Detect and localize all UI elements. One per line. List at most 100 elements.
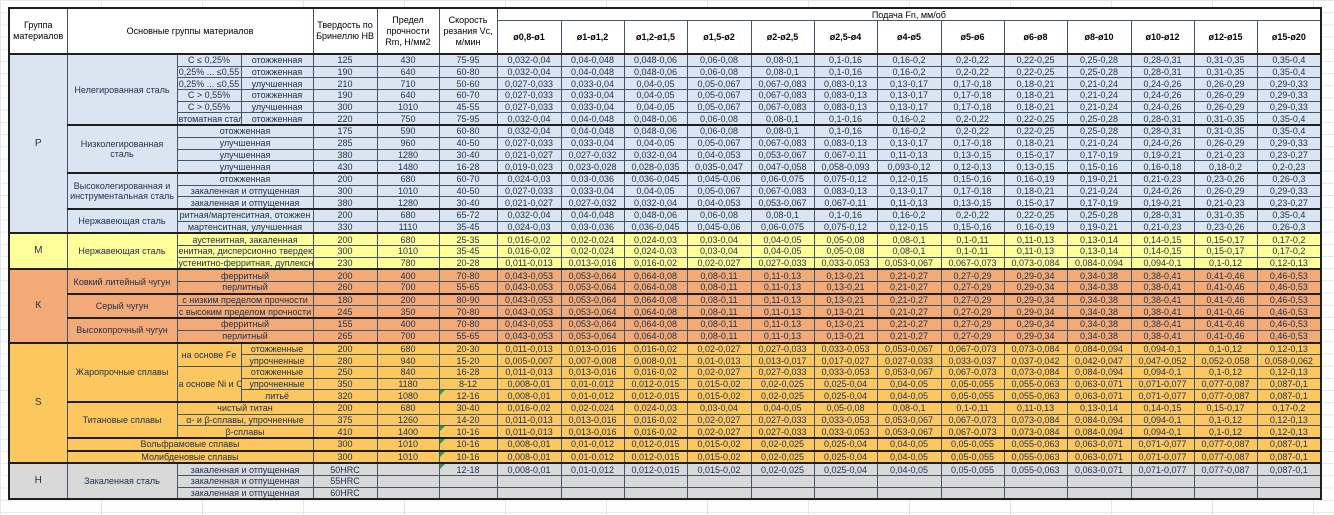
cell[interactable]: 60HRC [312,486,378,500]
feed-cell[interactable]: 0,06-0,08 [686,124,752,138]
cell[interactable]: 680 [376,400,440,415]
feed-cell[interactable]: 0,35-0,4 [1256,124,1322,138]
feed-cell[interactable]: 0,083-0,13 [813,136,878,150]
cell[interactable]: 200 [376,292,440,307]
feed-cell[interactable]: 0,053-0,064 [560,292,625,307]
cell[interactable]: 20-30 [438,341,498,356]
cell[interactable]: 1400 [376,425,440,439]
feed-cell[interactable]: 0,16-0,18 [1130,160,1195,174]
feed-cell[interactable]: 0,094-0,1 [1130,341,1195,356]
cell[interactable]: мартенситная, улучшенная [176,220,314,234]
feed-cell[interactable] [560,475,625,488]
feed-cell[interactable]: 0,053-0,067 [876,413,942,427]
feed-cell[interactable]: 0,064-0,08 [623,305,688,319]
feed-cell[interactable]: 0,1-0,12 [1193,413,1258,427]
feed-cell[interactable]: 0,032-0,04 [496,112,562,126]
feed-cell[interactable]: 0,016-0,02 [623,413,688,427]
feed-cell[interactable]: 0,46-0,53 [1256,281,1322,295]
feed-cell[interactable]: 0,11-0,13 [1003,400,1068,415]
feed-cell[interactable]: 0,12-0,13 [1256,365,1322,379]
feed-cell[interactable]: 0,048-0,06 [623,124,688,138]
feed-cell[interactable]: 0,12-0,13 [1256,341,1322,356]
feed-cell[interactable]: 0,21-0,24 [1066,184,1132,198]
feed-cell[interactable]: 0,13-0,17 [876,136,942,150]
feed-cell[interactable]: 0,071-0,077 [1130,377,1195,391]
feed-cell[interactable]: 0,027-0,033 [750,413,815,427]
feed-cell[interactable]: 0,021-0,027 [496,196,562,210]
feed-cell[interactable]: 0,03-0,04 [686,245,752,258]
feed-cell[interactable]: 0,1-0,16 [813,124,878,138]
feed-cell[interactable]: 0,043-0,053 [496,329,562,344]
cell[interactable]: C > 0,55% [176,100,242,114]
feed-cell[interactable]: 0,25-0,28 [1066,124,1132,138]
feed-cell[interactable]: 0,03-0,04 [686,232,752,247]
cell[interactable]: 320 [312,389,378,403]
feed-cell[interactable]: 0,067-0,073 [940,413,1005,427]
cell[interactable]: 80-90 [438,292,498,307]
feed-cell[interactable]: 0,048-0,06 [623,207,688,222]
cell[interactable]: 75-95 [438,53,498,67]
cell[interactable]: 55-65 [438,329,498,344]
feed-cell[interactable]: 0,13-0,15 [1003,160,1068,174]
feed-cell[interactable]: 0,02-0,027 [686,413,752,427]
feed-cell[interactable]: 0,055-0,063 [1003,437,1068,452]
feed-cell[interactable]: 0,02-0,025 [750,389,815,403]
feed-cell[interactable]: 0,033-0,04 [560,184,625,198]
feed-cell[interactable]: 0,033-0,04 [560,100,625,114]
feed-cell[interactable]: 0,46-0,53 [1256,317,1322,331]
feed-cell[interactable]: 0,08-0,1 [750,65,815,79]
cell[interactable]: α- и β-сплавы, упрочненные [176,413,314,427]
feed-cell[interactable]: 0,025-0,04 [813,462,878,477]
cell[interactable]: 300 [312,449,378,464]
feed-cell[interactable]: 0,055-0,063 [1003,449,1068,464]
feed-cell[interactable]: 0,02-0,025 [750,437,815,452]
cell[interactable]: 200 [312,171,378,186]
feed-cell[interactable]: 0,29-0,33 [1256,77,1322,91]
feed-cell[interactable]: 0,15-0,17 [1193,232,1258,247]
cell[interactable]: 200 [312,232,378,247]
feed-cell[interactable]: 0,46-0,53 [1256,268,1322,283]
feed-cell[interactable]: 0,016-0,02 [623,256,688,270]
feed-cell[interactable]: 0,087-0,1 [1256,437,1322,452]
feed-cell[interactable]: 0,13-0,15 [940,196,1005,210]
cell[interactable]: 700 [376,329,440,344]
feed-cell[interactable] [496,486,562,500]
cell[interactable]: 960 [376,136,440,150]
cell[interactable]: 60-80 [438,124,498,138]
feed-cell[interactable]: 0,025-0,04 [813,389,878,403]
feed-cell[interactable]: 0,016-0,02 [623,341,688,356]
cell[interactable]: 285 [312,136,378,150]
cell[interactable]: 375 [312,413,378,427]
cell[interactable]: упрочненные [240,377,314,391]
cell[interactable]: 10-16 [438,425,498,439]
feed-cell[interactable]: 0,16-0,2 [876,112,942,126]
cell[interactable]: 230 [312,256,378,270]
cell[interactable]: улучшенная [240,77,314,91]
feed-cell[interactable]: 0,24-0,26 [1130,100,1195,114]
feed-cell[interactable]: 0,29-0,34 [1003,268,1068,283]
cell[interactable]: 10-16 [438,437,498,452]
cell[interactable]: 16-28 [438,365,498,379]
feed-cell[interactable]: 0,067-0,083 [750,89,815,102]
feed-cell[interactable]: 0,16-0,19 [1003,220,1068,234]
feed-cell[interactable]: 0,02-0,027 [686,256,752,270]
cell[interactable]: 35-45 [438,220,498,234]
feed-cell[interactable]: 0,064-0,08 [623,281,688,295]
feed-cell[interactable]: 0,11-0,13 [750,317,815,331]
cell[interactable]: 430 [312,160,378,174]
cell[interactable]: 200 [312,341,378,356]
feed-cell[interactable]: 0,02-0,024 [560,232,625,247]
cell[interactable]: 25-35 [438,232,498,247]
feed-cell[interactable]: 0,077-0,087 [1193,437,1258,452]
feed-cell[interactable] [1193,475,1258,488]
cell[interactable] [438,486,498,500]
cell[interactable]: 710 [376,77,440,91]
cell[interactable]: 20-28 [438,256,498,270]
cell[interactable]: 200 [312,207,378,222]
feed-cell[interactable]: 0,46-0,53 [1256,329,1322,344]
feed-cell[interactable]: 0,067-0,083 [750,77,815,91]
feed-cell[interactable]: 0,04-0,053 [686,196,752,210]
feed-cell[interactable]: 0,094-0,1 [1130,256,1195,270]
feed-cell[interactable]: 0,15-0,16 [940,171,1005,186]
feed-cell[interactable]: 0,064-0,08 [623,317,688,331]
